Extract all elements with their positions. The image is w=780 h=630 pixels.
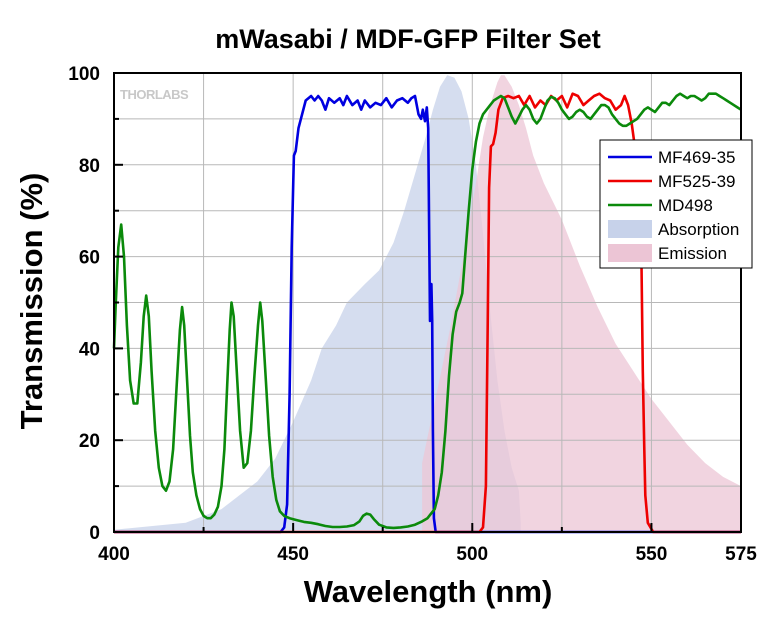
- x-tick-label: 550: [636, 544, 668, 565]
- x-tick-label: 450: [277, 544, 309, 565]
- y-tick-label: 0: [89, 523, 100, 544]
- y-tick-label: 40: [79, 339, 100, 360]
- x-axis-label: Wavelength (nm): [304, 574, 553, 609]
- legend: MF469-35 MF525-39 MD498 Absorption Emission: [599, 139, 753, 269]
- x-tick-label: 500: [456, 544, 488, 565]
- area-emission: [422, 75, 741, 533]
- legend-swatch-emission: [608, 244, 652, 262]
- area-series-group: [114, 75, 741, 533]
- y-axis-label: Transmission (%): [14, 173, 49, 430]
- chart-title: mWasabi / MDF-GFP Filter Set: [215, 24, 601, 54]
- y-tick-label: 20: [79, 431, 100, 452]
- series-md498: [112, 92, 742, 530]
- legend-label-mf525-39: MF525-39: [658, 172, 735, 191]
- legend-label-emission: Emission: [658, 244, 727, 263]
- y-tick-label: 60: [79, 248, 100, 269]
- y-tick-label: 100: [68, 64, 100, 85]
- legend-label-absorption: Absorption: [658, 220, 739, 239]
- legend-label-mf469-35: MF469-35: [658, 148, 735, 167]
- x-tick-label: 575: [725, 544, 757, 565]
- x-tick-label: 400: [98, 544, 130, 565]
- legend-swatch-absorption: [608, 220, 652, 238]
- area-absorption: [114, 75, 521, 533]
- series-mf469-35: [114, 94, 741, 534]
- axis-ticks: 400 450 500 550 575 0 20 40 60 80 100: [68, 64, 757, 565]
- y-tick-label: 80: [79, 156, 100, 177]
- watermark-logo: THORLABS: [120, 87, 189, 102]
- legend-label-md498: MD498: [658, 196, 713, 215]
